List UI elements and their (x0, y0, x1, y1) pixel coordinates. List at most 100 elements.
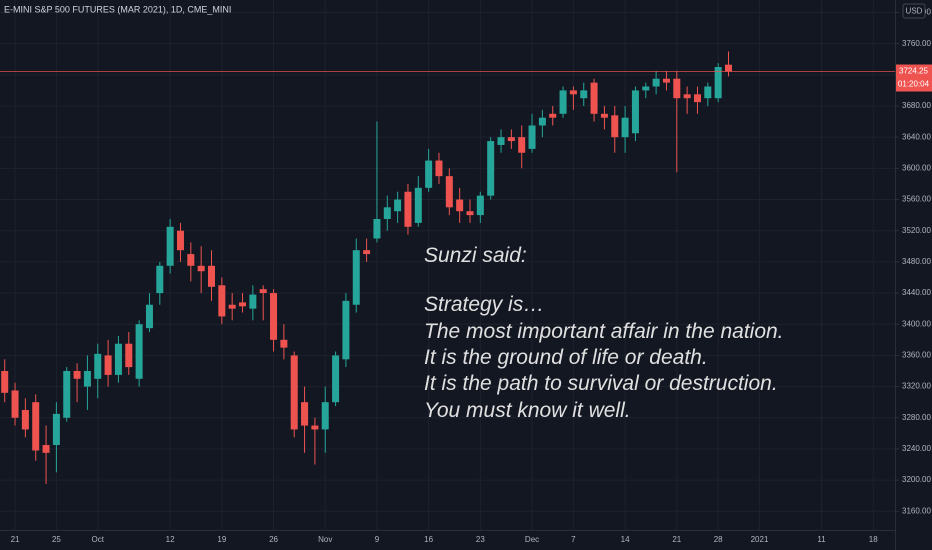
y-tick-label: 3440.00 (902, 288, 931, 297)
candle-body (414, 187, 422, 223)
candle-body (435, 160, 443, 177)
x-tick-label: 26 (269, 535, 278, 544)
candle-body (321, 402, 329, 430)
currency[interactable]: USD (906, 7, 923, 16)
currency-box[interactable] (902, 3, 926, 19)
candle-body (166, 226, 174, 266)
candle-body (662, 78, 670, 83)
candle-body (332, 355, 340, 403)
y-tick-label: 3760.00 (902, 39, 931, 48)
y-tick-label: 3600.00 (902, 163, 931, 172)
candle-body (21, 409, 29, 430)
x-tick-label: Oct (92, 535, 105, 544)
y-tick-label: 3520.00 (902, 226, 931, 235)
candle-body (83, 371, 91, 387)
candle-body (631, 90, 639, 134)
candle-body (487, 141, 495, 196)
candle-body (176, 230, 184, 251)
y-tick-label: 3200.00 (902, 475, 931, 484)
y-tick-label: 3560.00 (902, 195, 931, 204)
y-tick-label: 3680.00 (902, 101, 931, 110)
candle-body (52, 413, 60, 446)
candle-body (652, 78, 660, 87)
candle-body (580, 90, 588, 99)
candle-body (249, 294, 257, 309)
candle-body (642, 86, 650, 91)
candle-body (683, 94, 691, 99)
candle-body (538, 117, 546, 126)
candle-body (228, 304, 236, 309)
candle-body (11, 390, 19, 418)
countdown-label: 01:20:04 (898, 80, 930, 89)
candle-body (363, 250, 371, 255)
candle-body (270, 293, 278, 340)
annotation-line: It is the path to survival or destructio… (424, 372, 778, 395)
candle-body (104, 355, 112, 375)
candle-body (559, 90, 567, 114)
candle-body (714, 67, 722, 99)
candle-body (394, 199, 402, 212)
annotation-line: Strategy is… (424, 293, 544, 316)
candle-body (445, 176, 453, 208)
candle-body (673, 78, 681, 99)
annotation-line: The most important affair in the nation. (424, 320, 784, 343)
last-price-box (896, 64, 932, 92)
candle-body (590, 82, 598, 114)
candle-body (280, 339, 288, 348)
candle-body (94, 353, 102, 379)
x-tick-label: 16 (424, 535, 433, 544)
annotation-line: Sunzi said: (424, 244, 527, 267)
y-tick-label: 3240.00 (902, 444, 931, 453)
candle-body (569, 90, 577, 95)
candle-body (425, 160, 433, 188)
x-tick-label: 21 (672, 535, 681, 544)
candle-body (373, 219, 381, 239)
last-price-label: 3724.25 (899, 67, 928, 76)
candle-body (239, 302, 247, 307)
candle-body (693, 94, 701, 103)
candle-body (156, 265, 164, 294)
candle-body (290, 355, 298, 430)
candle-body (218, 285, 226, 317)
x-tick-label: 7 (571, 535, 576, 544)
x-tick-label: 21 (11, 535, 20, 544)
candle-body (476, 195, 484, 216)
x-tick-label: 12 (166, 535, 175, 544)
candle-body (187, 254, 195, 266)
x-tick-label: Dec (525, 535, 539, 544)
candle-body (404, 191, 412, 227)
y-tick-label: 3280.00 (902, 413, 931, 422)
x-tick-label: 23 (476, 535, 485, 544)
candle-body (497, 137, 505, 145)
x-tick-label: 11 (817, 535, 826, 544)
x-tick-label: 14 (621, 535, 630, 544)
candle-body (259, 289, 267, 294)
candle-body (549, 113, 557, 118)
candle-body (456, 199, 464, 212)
candle-body (342, 300, 350, 360)
y-tick-label: 3400.00 (902, 319, 931, 328)
candle-body (600, 113, 608, 118)
candle-body (507, 137, 515, 142)
candle-body (114, 343, 122, 375)
candle-body (42, 445, 50, 453)
candle-body (704, 86, 712, 99)
candle-body (1, 371, 9, 393)
candle-body (32, 402, 40, 451)
chart-title: E-MINI S&P 500 FUTURES (MAR 2021), 1D, C… (4, 4, 231, 14)
candle-body (311, 425, 319, 430)
candle-body (352, 250, 360, 305)
annotation-line: It is the ground of life or death. (424, 346, 708, 369)
candle-body (125, 343, 133, 368)
candle-body (725, 64, 732, 72)
x-tick-label: 2021 (751, 535, 769, 544)
candle-body (466, 211, 474, 216)
x-tick-label: Nov (318, 535, 332, 544)
candle-body (63, 371, 71, 418)
candle-body (383, 207, 391, 220)
y-tick-label: 3360.00 (902, 351, 931, 360)
y-tick-label: 3320.00 (902, 382, 931, 391)
candle-body (518, 137, 526, 153)
